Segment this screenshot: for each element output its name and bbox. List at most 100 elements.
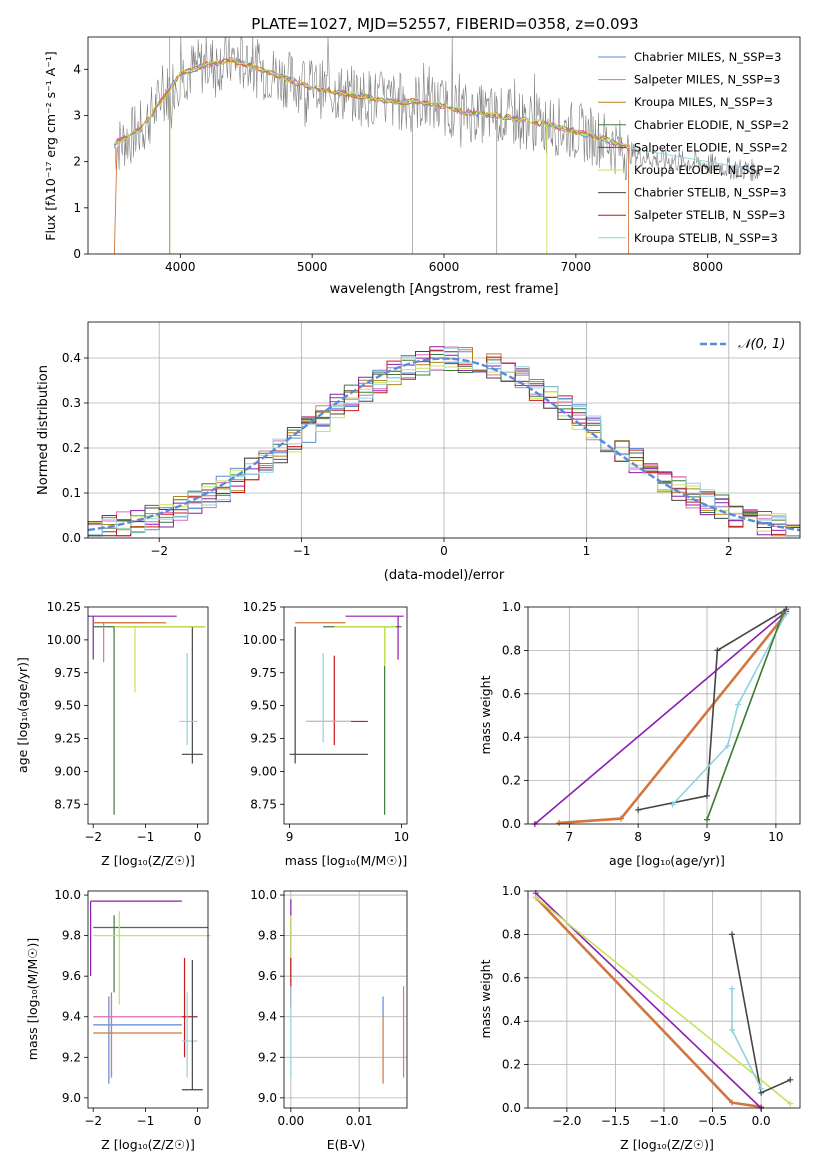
x-tick-label: 0.01 bbox=[346, 1114, 373, 1128]
weight-marker bbox=[735, 701, 742, 708]
y-tick-label: 1.0 bbox=[502, 600, 521, 614]
y-tick-label: 9.8 bbox=[62, 929, 81, 943]
residuals-xlabel: (data-model)/error bbox=[384, 568, 505, 583]
residuals-ylabel: Normed distribution bbox=[36, 365, 51, 495]
legend-label: Kroupa STELIB, N_SSP=3 bbox=[634, 231, 778, 245]
weight-marker bbox=[714, 647, 721, 654]
y-tick-label: 1 bbox=[73, 201, 81, 215]
y-tick-label: 0 bbox=[73, 247, 81, 261]
y-tick-label: 9.25 bbox=[250, 732, 277, 746]
x-tick-label: 8000 bbox=[692, 260, 723, 274]
y-tick-label: 0.2 bbox=[62, 441, 81, 455]
age-weight-plot-area bbox=[531, 606, 790, 827]
z-age-xlabel: Z [log₁₀(Z/Z☉)] bbox=[101, 853, 195, 868]
x-tick-label: 10 bbox=[768, 830, 783, 844]
ebv-mass-frame bbox=[283, 890, 408, 1109]
weight-marker bbox=[729, 931, 735, 938]
spectrum-xlabel: wavelength [Angstrom, rest frame] bbox=[330, 282, 559, 297]
residuals-y-ticks: 0.0 0.1 0.2 0.3 0.4 bbox=[62, 351, 88, 545]
y-tick-label: 9.6 bbox=[258, 969, 277, 983]
y-tick-label: 9.00 bbox=[54, 764, 81, 778]
spectrum-panel: PLATE=1027, MJD=52557, FIBERID=0358, z=0… bbox=[43, 15, 801, 297]
weight-marker bbox=[704, 816, 711, 823]
residuals-x-ticks: −2 −1 0 1 2 bbox=[150, 538, 733, 558]
y-tick-label: 0.8 bbox=[502, 643, 521, 657]
x-tick-label: 7 bbox=[565, 830, 573, 844]
z-weight-x-ticks: −2.0 −1.5 −1.0 −0.5 0.0 bbox=[552, 1108, 771, 1128]
z-age-frame bbox=[87, 606, 209, 825]
mass-age-frame bbox=[283, 606, 408, 825]
y-tick-label: 9.2 bbox=[258, 1050, 277, 1064]
y-tick-label: 0.8 bbox=[502, 927, 521, 941]
weight-marker bbox=[555, 819, 562, 826]
y-tick-label: 0.2 bbox=[502, 774, 521, 788]
x-tick-label: −1 bbox=[293, 544, 311, 558]
mass-age-x-ticks: 9 10 bbox=[286, 824, 409, 844]
residuals-panel: Normed distribution (data-model)/error −… bbox=[36, 321, 801, 583]
legend-label: Kroupa ELODIE, N_SSP=2 bbox=[634, 163, 780, 177]
mass-age-xlabel: mass [log₁₀(M/M☉)] bbox=[285, 853, 407, 868]
spectrum-x-ticks: 4000 5000 6000 7000 8000 bbox=[165, 254, 723, 274]
y-tick-label: 0.4 bbox=[62, 351, 81, 365]
ebv-mass-plot-area bbox=[290, 899, 405, 1084]
spectrum-legend: Chabrier MILES, N_SSP=3 Salpeter MILES, N… bbox=[598, 50, 789, 245]
weight-line bbox=[706, 613, 784, 820]
z-mass-ylabel: mass [log₁₀(M/M☉)] bbox=[25, 938, 40, 1060]
age-weight-x-ticks: 7 8 9 10 bbox=[565, 824, 784, 844]
spectrum-model-line bbox=[628, 147, 761, 172]
weight-line bbox=[672, 613, 787, 806]
x-tick-label: 0.0 bbox=[752, 1114, 771, 1128]
residuals-legend: 𝒩(0, 1) bbox=[700, 337, 785, 352]
y-tick-label: 0.0 bbox=[502, 817, 521, 831]
y-tick-label: 9.75 bbox=[250, 666, 277, 680]
y-tick-label: 2 bbox=[73, 155, 81, 169]
weight-marker bbox=[787, 1076, 794, 1083]
legend-label: Chabrier MILES, N_SSP=3 bbox=[634, 50, 781, 64]
y-tick-label: 9.4 bbox=[258, 1010, 277, 1024]
legend-label: Chabrier STELIB, N_SSP=3 bbox=[634, 186, 786, 200]
weight-marker bbox=[787, 1100, 794, 1107]
residual-histogram-step bbox=[87, 347, 800, 537]
y-tick-label: 8.75 bbox=[54, 797, 81, 811]
y-tick-label: 3 bbox=[73, 108, 81, 122]
spectrum-model-line bbox=[114, 57, 629, 150]
x-tick-label: 1 bbox=[583, 544, 591, 558]
z-weight-plot-area bbox=[532, 890, 794, 1111]
mass-age-y-ticks: 8.75 9.00 9.25 9.50 9.75 10.00 10.25 bbox=[243, 600, 284, 811]
weight-line bbox=[535, 892, 762, 1109]
ebv-mass-y-ticks: 9.0 9.2 9.4 9.6 9.8 10.0 bbox=[250, 888, 284, 1105]
normal-legend-label: 𝒩(0, 1) bbox=[738, 337, 785, 352]
y-tick-label: 0.6 bbox=[502, 971, 521, 985]
x-tick-label: −2 bbox=[84, 1114, 102, 1128]
y-tick-label: 0.4 bbox=[502, 1014, 521, 1028]
legend-label: Chabrier ELODIE, N_SSP=2 bbox=[634, 118, 789, 132]
y-tick-label: 1.0 bbox=[502, 884, 521, 898]
weight-marker bbox=[532, 894, 539, 901]
y-tick-label: 0.1 bbox=[62, 486, 81, 500]
ebv-mass-xlabel: E(B-V) bbox=[327, 1137, 366, 1152]
age-weight-y-ticks: 0.0 0.2 0.4 0.6 0.8 1.0 bbox=[502, 600, 528, 831]
y-tick-label: 10.25 bbox=[243, 600, 277, 614]
ebv-mass-panel: E(B-V) 0.00 0.01 9.0 9.2 9.4 9.6 9.8 10.0 bbox=[250, 888, 408, 1152]
x-tick-label: 0 bbox=[440, 544, 448, 558]
spectrum-ylabel: Flux [fλ10⁻¹⁷ erg cm⁻² s⁻¹ A⁻¹] bbox=[43, 51, 58, 240]
z-weight-xlabel: Z [log₁₀(Z/Z☉)] bbox=[620, 1137, 714, 1152]
y-tick-label: 10.25 bbox=[47, 600, 81, 614]
y-tick-label: 10.00 bbox=[47, 633, 81, 647]
mass-age-panel: mass [log₁₀(M/M☉)] 9 10 8.75 9.00 9.25 9.50 9… bbox=[243, 600, 409, 868]
x-tick-label: −1 bbox=[137, 1114, 155, 1128]
y-tick-label: 4 bbox=[73, 62, 81, 76]
y-tick-label: 9.00 bbox=[250, 764, 277, 778]
weight-marker bbox=[724, 742, 731, 749]
weight-marker bbox=[704, 792, 711, 799]
y-tick-label: 9.50 bbox=[250, 699, 277, 713]
y-tick-label: 9.75 bbox=[54, 666, 81, 680]
x-tick-label: 0.00 bbox=[277, 1114, 304, 1128]
spectrum-title: PLATE=1027, MJD=52557, FIBERID=0358, z=0… bbox=[251, 15, 638, 33]
y-tick-label: 10.0 bbox=[250, 888, 277, 902]
age-weight-frame bbox=[527, 606, 801, 825]
y-tick-label: 0.6 bbox=[502, 687, 521, 701]
y-tick-label: 9.50 bbox=[54, 699, 81, 713]
y-tick-label: 9.8 bbox=[258, 929, 277, 943]
